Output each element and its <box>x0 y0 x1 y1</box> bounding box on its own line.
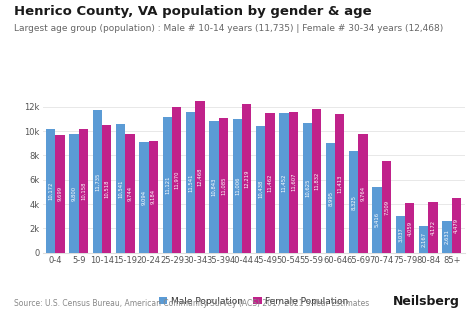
Text: 10,541: 10,541 <box>118 179 123 198</box>
Bar <box>419 227 428 253</box>
Text: 9,094: 9,094 <box>142 190 146 205</box>
Text: 7,509: 7,509 <box>384 199 389 215</box>
Bar <box>349 151 358 253</box>
Text: 11,085: 11,085 <box>221 176 226 195</box>
Bar <box>452 198 461 253</box>
Bar <box>289 112 298 253</box>
Bar <box>428 202 438 253</box>
Bar <box>195 101 205 253</box>
Text: 11,452: 11,452 <box>282 174 286 192</box>
Text: 2,631: 2,631 <box>445 229 449 244</box>
Bar <box>242 104 251 253</box>
Bar <box>279 113 289 253</box>
Text: 11,735: 11,735 <box>95 172 100 191</box>
Bar <box>149 141 158 253</box>
Text: 12,468: 12,468 <box>198 168 202 186</box>
Bar <box>55 135 65 253</box>
Bar <box>46 129 55 253</box>
Bar <box>116 125 126 253</box>
Bar <box>442 221 452 253</box>
Text: 9,184: 9,184 <box>151 189 156 204</box>
Text: 8,325: 8,325 <box>351 195 356 210</box>
Bar <box>93 110 102 253</box>
Text: 11,607: 11,607 <box>291 173 296 191</box>
Text: 9,800: 9,800 <box>72 185 77 201</box>
Text: 4,059: 4,059 <box>407 221 412 236</box>
Text: 10,158: 10,158 <box>81 182 86 200</box>
Text: Henrico County, VA population by gender & age: Henrico County, VA population by gender … <box>14 5 372 18</box>
Text: 9,699: 9,699 <box>58 186 63 201</box>
Bar <box>70 134 79 253</box>
Bar <box>172 107 182 253</box>
Text: Neilsberg: Neilsberg <box>393 295 460 308</box>
Text: 11,462: 11,462 <box>267 174 273 192</box>
Text: 11,970: 11,970 <box>174 171 179 189</box>
Bar <box>358 134 368 253</box>
Bar <box>373 187 382 253</box>
Bar <box>302 124 312 253</box>
Bar <box>186 112 195 253</box>
Bar <box>233 119 242 253</box>
Bar <box>265 113 274 253</box>
Legend: Male Population, Female Population: Male Population, Female Population <box>155 294 352 310</box>
Text: 10,172: 10,172 <box>48 182 53 200</box>
Bar <box>79 129 88 253</box>
Bar <box>126 134 135 253</box>
Text: 10,625: 10,625 <box>305 179 310 198</box>
Bar <box>102 125 111 253</box>
Bar <box>163 118 172 253</box>
Bar <box>335 114 345 253</box>
Bar <box>312 109 321 253</box>
Text: 11,541: 11,541 <box>188 173 193 192</box>
Bar <box>210 121 219 253</box>
Bar <box>396 216 405 253</box>
Text: 9,744: 9,744 <box>128 186 133 201</box>
Text: 4,172: 4,172 <box>430 220 436 235</box>
Text: 10,843: 10,843 <box>211 178 217 196</box>
Text: 11,121: 11,121 <box>165 176 170 194</box>
Text: 11,832: 11,832 <box>314 172 319 190</box>
Text: 5,416: 5,416 <box>374 212 380 228</box>
Bar <box>326 143 335 253</box>
Text: 3,037: 3,037 <box>398 227 403 242</box>
Bar <box>139 142 149 253</box>
Text: 11,413: 11,413 <box>337 174 342 192</box>
Text: Largest age group (population) : Male # 10-14 years (11,735) | Female # 30-34 ye: Largest age group (population) : Male # … <box>14 24 444 33</box>
Text: 11,006: 11,006 <box>235 177 240 195</box>
Bar <box>256 126 265 253</box>
Text: 8,995: 8,995 <box>328 191 333 206</box>
Text: 10,438: 10,438 <box>258 180 263 198</box>
Bar <box>405 204 414 253</box>
Bar <box>219 118 228 253</box>
Text: 9,764: 9,764 <box>361 186 365 201</box>
Bar <box>382 161 391 253</box>
Text: 2,167: 2,167 <box>421 232 426 247</box>
Text: 12,219: 12,219 <box>244 169 249 188</box>
Text: Source: U.S. Census Bureau, American Community Survey (ACS) 2017-2021 5-Year Est: Source: U.S. Census Bureau, American Com… <box>14 299 369 308</box>
Text: 10,518: 10,518 <box>104 179 109 198</box>
Text: 4,479: 4,479 <box>454 218 459 233</box>
